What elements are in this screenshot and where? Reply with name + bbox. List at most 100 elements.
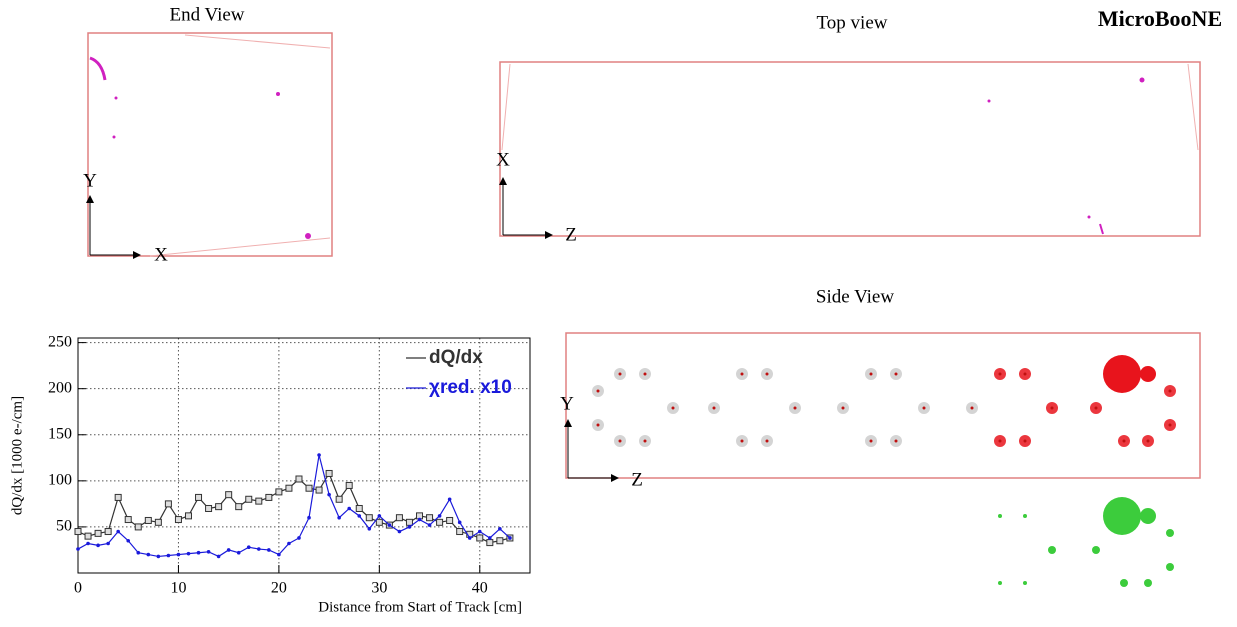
x-tick-label: 0 xyxy=(74,580,82,597)
hit xyxy=(1139,77,1145,83)
point xyxy=(426,514,434,522)
hit xyxy=(869,372,873,376)
point xyxy=(257,547,261,551)
point xyxy=(195,493,203,501)
point xyxy=(226,548,231,552)
point xyxy=(146,552,151,557)
point xyxy=(106,541,110,546)
point xyxy=(377,514,382,518)
hit xyxy=(712,406,716,410)
edge xyxy=(501,63,511,151)
top-view: Top view MicroBooNE X Z xyxy=(496,6,1222,245)
point xyxy=(114,493,122,501)
point xyxy=(124,516,132,524)
point xyxy=(164,500,172,508)
x-tick-label: 40 xyxy=(472,580,488,597)
point xyxy=(476,534,484,542)
point xyxy=(134,523,142,531)
y-tick-label: 50 xyxy=(56,518,72,535)
x-axis-label: Distance from Start of Track [cm] xyxy=(318,599,522,615)
hit xyxy=(1050,406,1054,410)
point xyxy=(287,541,291,546)
point xyxy=(456,528,464,536)
point xyxy=(94,529,102,537)
point xyxy=(166,553,171,558)
detector-box xyxy=(87,32,333,257)
point xyxy=(446,516,454,524)
point xyxy=(184,512,192,520)
hit xyxy=(1103,497,1141,535)
point xyxy=(84,532,92,540)
hit xyxy=(643,372,647,376)
point xyxy=(488,536,492,540)
hit xyxy=(970,406,974,410)
hit xyxy=(1168,389,1172,393)
hit xyxy=(596,389,600,393)
point xyxy=(305,484,313,492)
point xyxy=(327,492,331,497)
hit xyxy=(869,439,873,443)
point xyxy=(405,518,413,526)
hit xyxy=(618,439,622,443)
hit xyxy=(305,233,311,239)
point xyxy=(174,516,182,524)
point xyxy=(265,493,273,501)
x-tick-label: 30 xyxy=(371,580,387,597)
detector-box xyxy=(499,61,1201,237)
edge xyxy=(1187,63,1199,151)
point xyxy=(447,497,452,502)
hit xyxy=(1087,215,1091,219)
legend-label: χred. x10 xyxy=(429,377,512,398)
y-tick-label: 150 xyxy=(48,425,72,442)
hit xyxy=(89,56,107,81)
series-line xyxy=(77,454,511,558)
point xyxy=(395,514,403,522)
hit xyxy=(1023,514,1027,518)
point xyxy=(144,516,152,524)
point xyxy=(365,514,373,522)
point xyxy=(347,506,352,511)
point xyxy=(375,518,383,526)
hit xyxy=(596,423,600,427)
point xyxy=(297,536,301,540)
hit xyxy=(740,372,744,376)
point xyxy=(126,538,131,543)
hit xyxy=(1023,439,1027,443)
hit xyxy=(114,96,118,100)
point xyxy=(245,495,253,503)
hit xyxy=(894,439,898,443)
point xyxy=(215,503,223,511)
point xyxy=(235,503,243,511)
hit xyxy=(765,372,769,376)
hit xyxy=(841,406,845,410)
hit xyxy=(1092,546,1100,554)
point xyxy=(357,514,362,518)
hit xyxy=(998,372,1002,376)
hit xyxy=(643,439,647,443)
detector-box xyxy=(565,332,1201,479)
point xyxy=(255,497,263,505)
point xyxy=(74,528,82,536)
hit xyxy=(1103,355,1141,393)
y-tick-label: 100 xyxy=(48,472,72,489)
plot-frame xyxy=(77,337,531,574)
axis-letter: Y xyxy=(560,393,574,414)
point xyxy=(477,529,482,534)
point xyxy=(437,514,442,518)
point xyxy=(225,491,233,499)
point xyxy=(496,537,504,545)
point xyxy=(104,528,112,536)
y-tick-label: 200 xyxy=(48,379,72,396)
hit xyxy=(987,99,991,103)
point xyxy=(295,475,303,483)
hit xyxy=(1023,581,1027,585)
point xyxy=(86,541,90,546)
y-axis-label: dQ/dx [1000 e-/cm] xyxy=(9,396,25,515)
x-tick-label: 20 xyxy=(271,580,287,597)
point xyxy=(387,523,392,527)
point xyxy=(116,529,120,534)
x-tick-label: 10 xyxy=(170,580,186,597)
point xyxy=(397,529,402,534)
hit xyxy=(1099,223,1104,235)
